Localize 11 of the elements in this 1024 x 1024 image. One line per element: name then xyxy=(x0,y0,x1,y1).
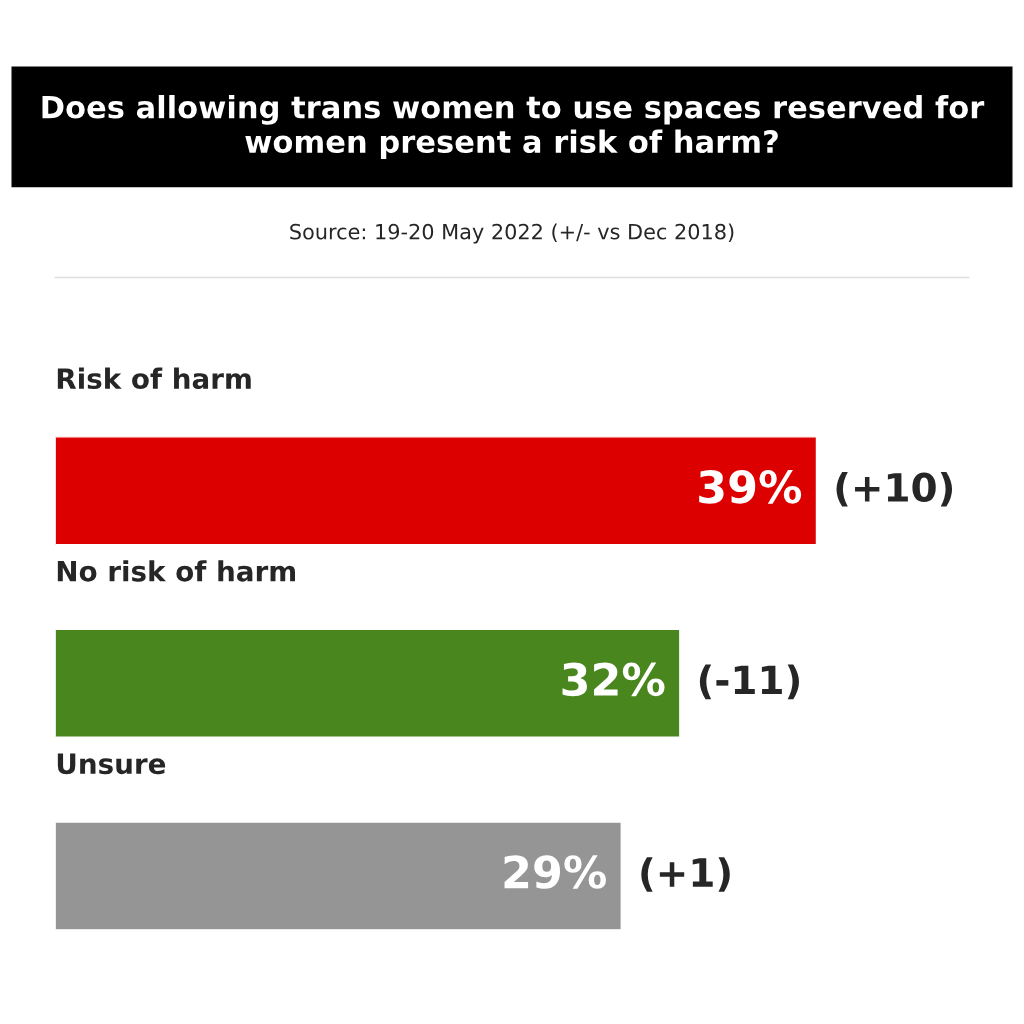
chart-subtitle: Source: 19-20 May 2022 (+/- vs Dec 2018) xyxy=(290,223,734,244)
data-label: 29% xyxy=(504,855,606,889)
y-tick-label: Unsure xyxy=(57,753,166,775)
chart-title: Does allowing trans women to use spaces reserved for women present a risk of harm? xyxy=(42,94,985,159)
annotation: (-11) xyxy=(699,664,799,700)
annotation: (+10) xyxy=(836,471,953,507)
data-label: 39% xyxy=(699,470,802,504)
data-label: 32% xyxy=(562,662,665,697)
y-tick-label: Risk of harm xyxy=(57,367,251,390)
annotation: (+1) xyxy=(641,857,730,892)
y-tick-label: No risk of harm xyxy=(57,560,295,582)
